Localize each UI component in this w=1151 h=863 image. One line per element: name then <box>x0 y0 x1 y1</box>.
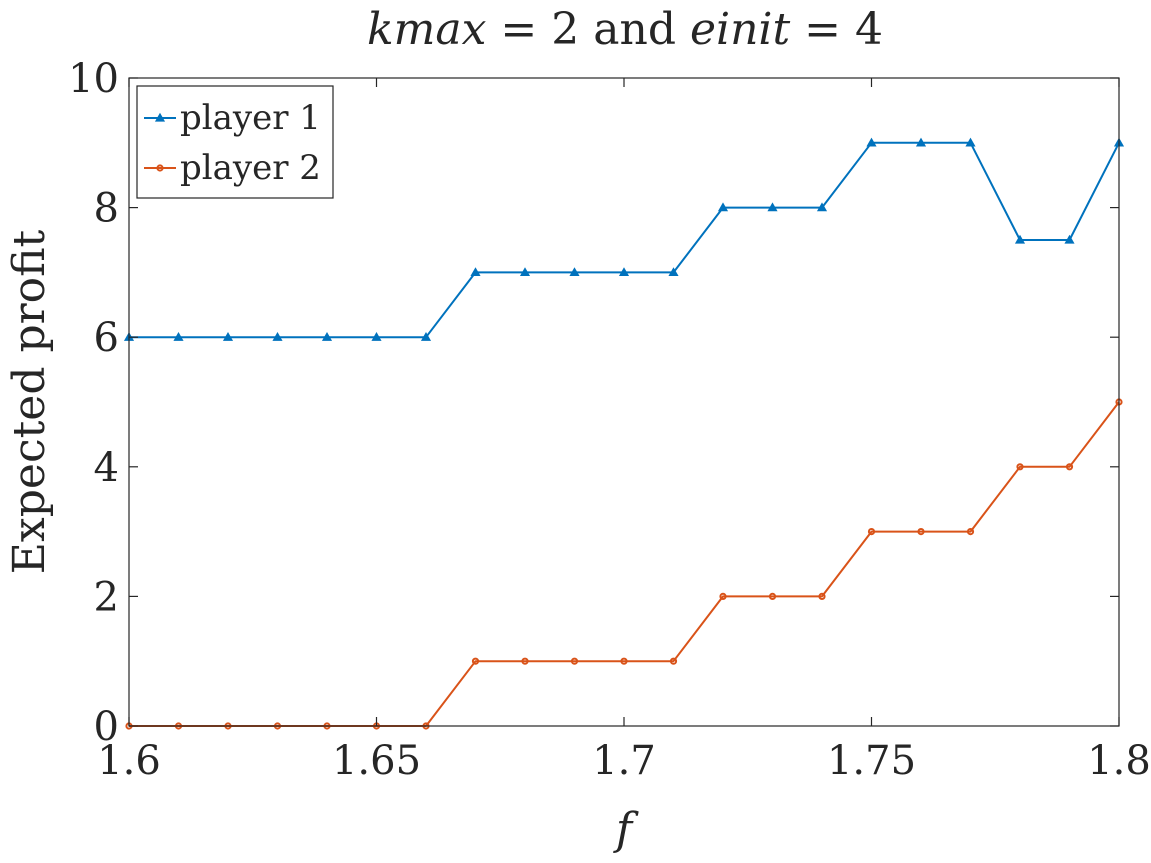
series-1-point <box>767 202 778 212</box>
x-tick-label: 1.6 <box>97 738 161 784</box>
x-tick-label: 1.75 <box>827 738 916 784</box>
series-2-point <box>818 592 826 601</box>
title-kmax: kmax <box>367 4 487 55</box>
x-tick-label: 1.7 <box>592 738 656 784</box>
series-2-point <box>570 657 579 665</box>
legend-item-1: player 1 <box>144 98 321 138</box>
series-2-point <box>768 592 777 601</box>
series-2-point <box>521 657 529 665</box>
x-axis-label: f <box>613 804 639 855</box>
series-1-point <box>371 331 382 341</box>
series-2-point <box>1016 463 1024 471</box>
axes-layer: 1.6 1.65 1.7 1.75 1.8 0 2 4 6 8 10 <box>68 56 1151 784</box>
series-2-point <box>620 657 628 665</box>
series-2-point <box>917 528 925 536</box>
series-1-point <box>519 267 531 277</box>
series-1-point <box>222 331 234 341</box>
series-1-point <box>1014 234 1026 244</box>
series-1-point <box>321 331 333 341</box>
series-1-point <box>717 202 729 212</box>
series-1-point <box>569 267 580 277</box>
y-tick-label: 8 <box>94 186 119 232</box>
title-mid: = 2 and <box>486 4 690 55</box>
legend-item-2: player 2 <box>144 148 321 188</box>
title-end: = 4 <box>790 4 883 55</box>
series-2-point <box>966 528 975 536</box>
series-1-point <box>866 137 877 147</box>
x-tick-label: 1.65 <box>332 738 421 784</box>
series-1-point <box>915 137 927 147</box>
series-2-point <box>719 592 727 601</box>
legend: player 1 player 2 <box>136 85 334 199</box>
chart-title: kmax = 2 and einit = 4 <box>367 4 883 55</box>
title-einit: einit <box>690 4 791 55</box>
y-tick-label: 10 <box>68 56 119 102</box>
legend-label: player 2 <box>180 148 321 188</box>
series-1-point <box>173 331 184 341</box>
legend-items: player 1 player 2 <box>144 98 321 188</box>
y-tick-label: 4 <box>94 445 119 491</box>
y-tick-label: 6 <box>94 315 119 361</box>
series-1-point <box>965 137 976 147</box>
y-tick-label: 2 <box>94 574 119 620</box>
y-tick-label: 0 <box>94 704 119 750</box>
legend-swatch-marker <box>154 112 166 122</box>
series-1-point <box>272 331 283 341</box>
series-1-point <box>470 267 481 277</box>
series-1-point <box>668 267 679 277</box>
series-2-point <box>867 528 876 536</box>
legend-swatch-marker <box>156 164 164 172</box>
series-2-point <box>471 657 480 665</box>
legend-box <box>136 85 334 199</box>
series-1-point <box>618 267 630 277</box>
series-1-point <box>1064 234 1075 244</box>
series-1-point <box>420 331 432 341</box>
series-1 <box>123 137 1125 341</box>
series-2-point <box>669 657 678 665</box>
series-2-point <box>1065 463 1074 471</box>
y-axis-label: Expected profit <box>4 229 55 574</box>
series-1-point <box>816 202 828 212</box>
legend-label: player 1 <box>180 98 321 138</box>
x-tick-label: 1.8 <box>1087 738 1151 784</box>
